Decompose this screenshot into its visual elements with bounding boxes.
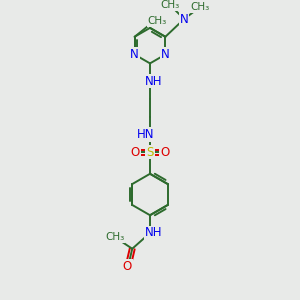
Text: N: N [180, 13, 188, 26]
Text: N: N [130, 48, 139, 61]
Text: O: O [130, 146, 140, 159]
Text: O: O [160, 146, 170, 159]
Text: NH: NH [145, 75, 163, 88]
Text: S: S [146, 146, 154, 159]
Text: CH₃: CH₃ [105, 232, 124, 242]
Text: CH₃: CH₃ [190, 2, 209, 12]
Text: O: O [123, 260, 132, 273]
Text: HN: HN [137, 128, 155, 141]
Text: NH: NH [145, 226, 163, 239]
Text: CH₃: CH₃ [148, 16, 167, 26]
Text: CH₃: CH₃ [161, 0, 180, 10]
Text: N: N [161, 48, 170, 61]
